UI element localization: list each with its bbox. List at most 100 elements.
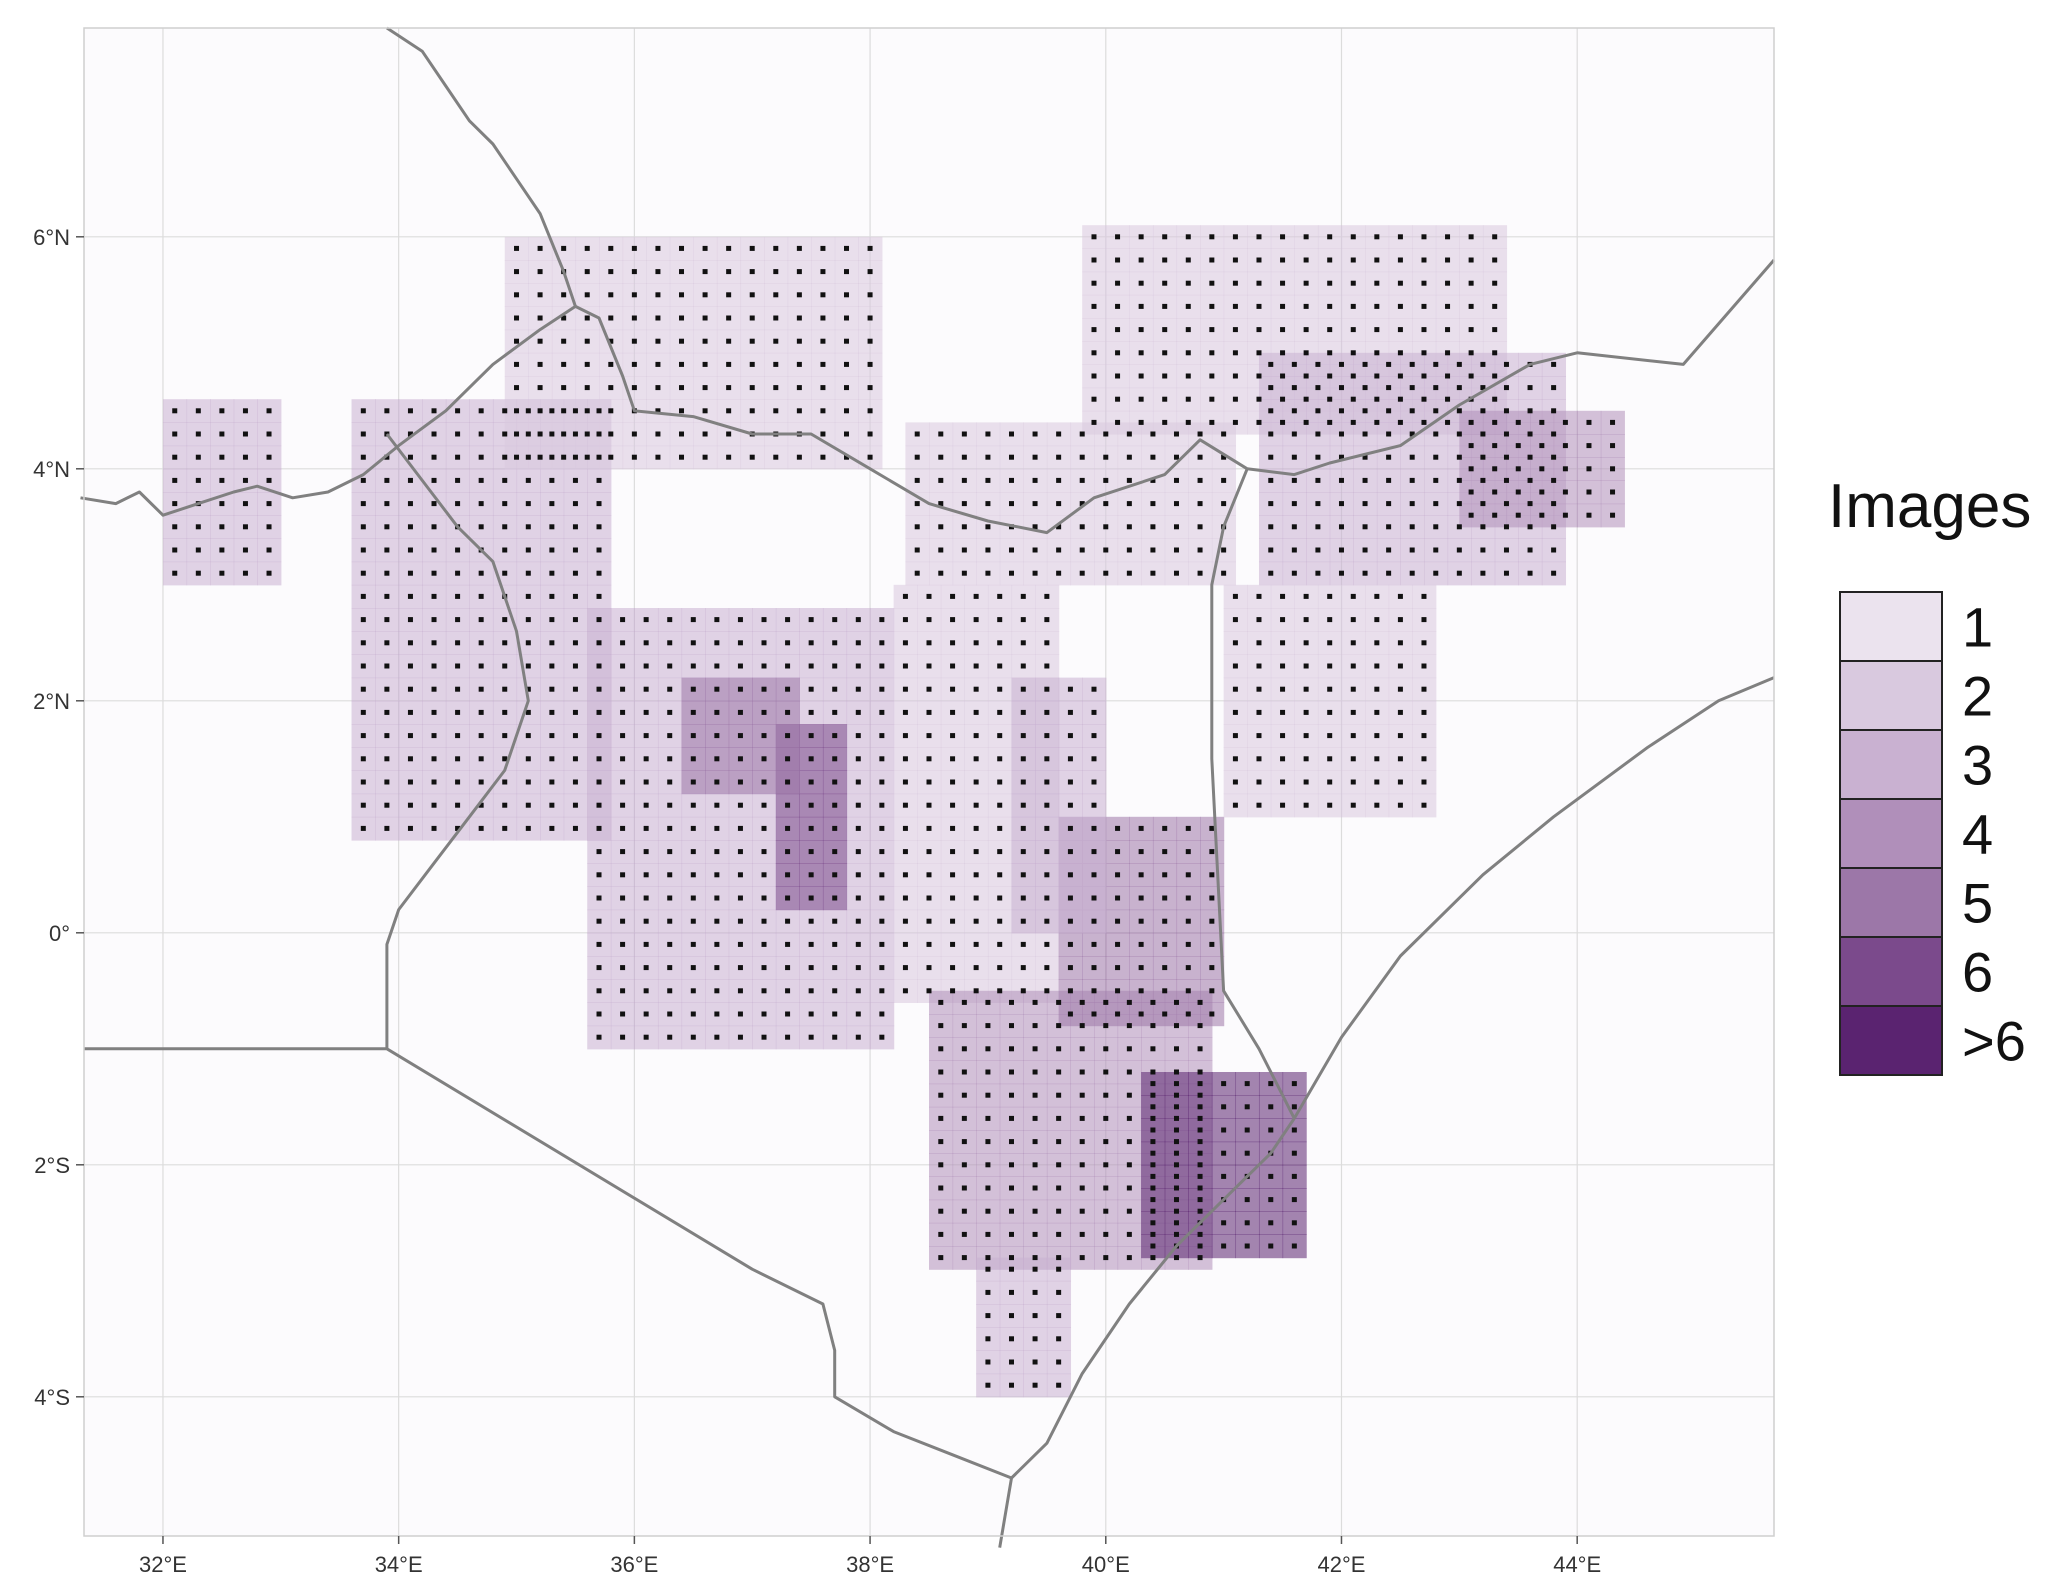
sample-point bbox=[1185, 419, 1191, 425]
sample-point bbox=[1056, 1162, 1062, 1168]
sample-point bbox=[219, 524, 225, 530]
sample-point bbox=[1162, 965, 1168, 971]
sample-point bbox=[1221, 1243, 1227, 1249]
sample-point bbox=[1409, 524, 1415, 530]
legend-title: Images bbox=[1828, 472, 2031, 541]
sample-point bbox=[761, 733, 767, 739]
sample-point bbox=[855, 941, 861, 947]
x-axis-ticks: 32°E 34°E 36°E 38°E 40°E 42°E 44°E bbox=[139, 1536, 1601, 1577]
sample-point bbox=[502, 779, 508, 785]
sample-point bbox=[1079, 1139, 1085, 1145]
sample-point bbox=[1067, 918, 1073, 924]
sample-point bbox=[1480, 524, 1486, 530]
sample-point bbox=[1091, 895, 1097, 901]
sample-point bbox=[1303, 709, 1309, 715]
sample-point bbox=[855, 779, 861, 785]
sample-point bbox=[1291, 1243, 1297, 1249]
sample-point bbox=[808, 686, 814, 692]
sample-point bbox=[1291, 1173, 1297, 1179]
sample-point bbox=[1115, 373, 1121, 379]
sample-point bbox=[1327, 234, 1333, 240]
sample-point bbox=[926, 779, 932, 785]
sample-point bbox=[702, 431, 708, 437]
sample-point bbox=[514, 338, 520, 344]
sample-point bbox=[1185, 965, 1191, 971]
sample-point bbox=[737, 965, 743, 971]
sample-point bbox=[407, 593, 413, 599]
sample-point bbox=[1421, 617, 1427, 623]
sample-point bbox=[1503, 570, 1509, 576]
sample-point bbox=[266, 524, 272, 530]
sample-point bbox=[785, 825, 791, 831]
sample-point bbox=[1338, 454, 1344, 460]
sample-point bbox=[525, 709, 531, 715]
sample-point bbox=[1173, 1208, 1179, 1214]
sample-point bbox=[1315, 477, 1321, 483]
sample-points bbox=[172, 234, 1616, 1388]
sample-point bbox=[502, 733, 508, 739]
sample-point bbox=[455, 756, 461, 762]
sample-point bbox=[1056, 1023, 1062, 1029]
sample-point bbox=[1551, 570, 1557, 576]
sample-point bbox=[1503, 477, 1509, 483]
sample-point bbox=[879, 733, 885, 739]
sample-point bbox=[478, 709, 484, 715]
sample-point bbox=[1008, 1139, 1014, 1145]
sample-point bbox=[902, 640, 908, 646]
sample-point bbox=[596, 849, 602, 855]
sample-point bbox=[761, 802, 767, 808]
sample-point bbox=[785, 756, 791, 762]
sample-point bbox=[608, 338, 614, 344]
sample-point bbox=[596, 477, 602, 483]
sample-point bbox=[855, 756, 861, 762]
sample-point bbox=[1126, 1023, 1132, 1029]
sample-point bbox=[938, 1208, 944, 1214]
sample-point bbox=[997, 640, 1003, 646]
sample-point bbox=[1221, 1220, 1227, 1226]
sample-point bbox=[1115, 965, 1121, 971]
sample-point bbox=[455, 408, 461, 414]
sample-point bbox=[525, 825, 531, 831]
sample-point bbox=[1268, 547, 1274, 553]
sample-point bbox=[1551, 385, 1557, 391]
sample-point bbox=[407, 570, 413, 576]
legend-swatch bbox=[1839, 867, 1943, 938]
sample-point bbox=[796, 361, 802, 367]
sample-point bbox=[620, 895, 626, 901]
sample-point bbox=[431, 570, 437, 576]
sample-point bbox=[926, 988, 932, 994]
sample-point bbox=[985, 1162, 991, 1168]
sample-point bbox=[572, 779, 578, 785]
sample-point bbox=[820, 292, 826, 298]
sample-point bbox=[1610, 443, 1616, 449]
sample-point bbox=[1197, 1081, 1203, 1087]
sample-point bbox=[643, 733, 649, 739]
sample-point bbox=[266, 408, 272, 414]
sample-point bbox=[832, 825, 838, 831]
border-line bbox=[998, 1117, 1296, 1548]
sample-point bbox=[1032, 1336, 1038, 1342]
sample-point bbox=[985, 1092, 991, 1098]
sample-point bbox=[1150, 1092, 1156, 1098]
sample-point bbox=[1362, 385, 1368, 391]
sample-point bbox=[832, 617, 838, 623]
sample-point bbox=[1445, 350, 1451, 356]
sample-point bbox=[608, 408, 614, 414]
sample-point bbox=[1197, 454, 1203, 460]
sample-point bbox=[1091, 257, 1097, 263]
sample-point bbox=[1185, 350, 1191, 356]
sample-point bbox=[950, 988, 956, 994]
sample-point bbox=[1079, 501, 1085, 507]
sample-point bbox=[407, 802, 413, 808]
sample-point bbox=[596, 640, 602, 646]
sample-point bbox=[1103, 1139, 1109, 1145]
sample-point bbox=[1126, 1046, 1132, 1052]
sample-point bbox=[855, 617, 861, 623]
sample-point bbox=[808, 895, 814, 901]
border-line bbox=[1293, 676, 1775, 1120]
sample-point bbox=[1562, 489, 1568, 495]
sample-point bbox=[726, 408, 732, 414]
sample-point bbox=[1197, 1173, 1203, 1179]
sample-point bbox=[1162, 1011, 1168, 1017]
sample-point bbox=[1280, 373, 1286, 379]
